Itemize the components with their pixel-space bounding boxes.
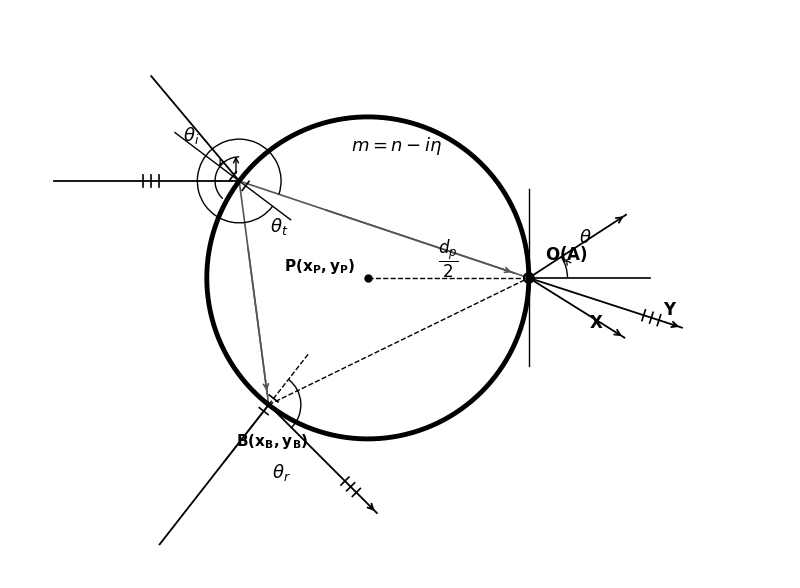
Text: $\theta_t$: $\theta_t$: [270, 216, 289, 236]
Text: $\bf{P(x_P,y_P)}$: $\bf{P(x_P,y_P)}$: [284, 257, 355, 276]
Text: $\theta_r$: $\theta_r$: [272, 462, 291, 483]
Text: $\bf{O(A)}$: $\bf{O(A)}$: [545, 244, 588, 264]
Text: $\mathbf{Y}$: $\mathbf{Y}$: [663, 301, 678, 319]
Text: $\bf{B(x_B,y_B)}$: $\bf{B(x_B,y_B)}$: [236, 432, 308, 451]
Text: $\dfrac{d_p}{2}$: $\dfrac{d_p}{2}$: [438, 238, 458, 279]
Text: $\mathbf{X}$: $\mathbf{X}$: [590, 314, 604, 332]
Text: $\theta$: $\theta$: [579, 229, 591, 246]
Text: $\theta_i$: $\theta_i$: [182, 125, 199, 146]
Text: $m=n-i\eta$: $m=n-i\eta$: [351, 135, 442, 157]
